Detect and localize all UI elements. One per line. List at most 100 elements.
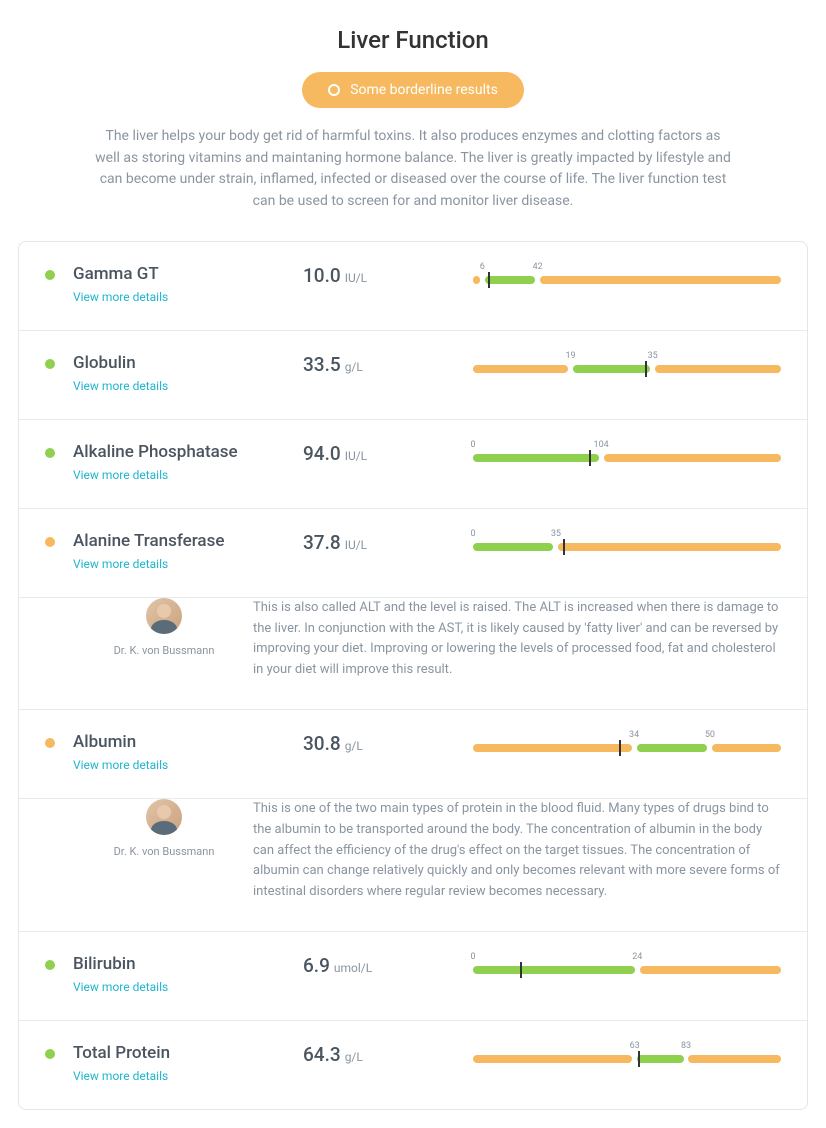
range-segment-high (540, 276, 781, 284)
name-column: Bilirubin View more details (73, 954, 303, 994)
range-segment-high (558, 543, 781, 551)
name-column: GlobulinView more details (73, 353, 303, 393)
range-tick-label: 6 (480, 262, 485, 272)
range-bar-column: 0 24 (473, 954, 781, 974)
range-segment-low (473, 365, 568, 373)
range-tick-label: 35 (648, 351, 658, 361)
range-segment-normal (473, 966, 635, 974)
range-bar-column: 1935 (473, 353, 781, 373)
range-bar-column: 6 42 (473, 264, 781, 284)
status-dot-icon (45, 448, 55, 458)
range-segment-high (688, 1055, 781, 1063)
note-text: This is one of the two main types of pro… (253, 799, 781, 903)
value-column: 10.0 IU/L (303, 264, 473, 287)
name-column: Alanine Transferase View more details (73, 531, 303, 571)
test-value: 33.5 (303, 353, 341, 376)
view-details-link[interactable]: View more details (73, 290, 303, 304)
status-label: Some borderline results (350, 82, 498, 98)
range-bar-column: 3450 (473, 732, 781, 752)
range-segment-normal (485, 276, 536, 284)
range-bar: 024 (473, 966, 781, 974)
test-unit: IU/L (345, 271, 367, 285)
value-column: 64.3 g/L (303, 1043, 473, 1066)
status-dot-icon (45, 270, 55, 280)
range-tick-label: 19 (565, 351, 575, 361)
range-bar: 1935 (473, 365, 781, 373)
range-tick-label: 34 (629, 730, 639, 740)
doctor-note: Dr. K. von Bussmann This is one of the tw… (19, 799, 807, 932)
test-name: Albumin (73, 732, 303, 752)
value-column: 94.0IU/L (303, 442, 473, 465)
results-panel: Gamma GTView more details10.0IU/L642Glob… (18, 241, 808, 1110)
range-tick-label: 83 (681, 1041, 691, 1051)
value-column: 33.5 g/L (303, 353, 473, 376)
range-segment-normal (473, 543, 553, 551)
page-title: Liver Function (18, 26, 808, 54)
view-details-link[interactable]: View more details (73, 557, 303, 571)
range-marker (645, 361, 647, 377)
range-bar: 3450 (473, 744, 781, 752)
test-value: 6.9 (303, 954, 330, 977)
test-unit: umol/L (334, 961, 372, 975)
range-tick-label: 104 (594, 440, 609, 450)
range-marker (619, 740, 621, 756)
value-column: 37.8IU/L (303, 531, 473, 554)
range-tick-label: 24 (632, 952, 642, 962)
avatar (146, 598, 182, 634)
test-value: 94.0 (303, 442, 341, 465)
range-segment-low (473, 276, 480, 284)
test-row: Bilirubin View more details6.9 umol/L 0 24 (19, 932, 807, 1021)
view-details-link[interactable]: View more details (73, 379, 303, 393)
test-name: Total Protein (73, 1043, 303, 1063)
test-value: 64.3 (303, 1043, 341, 1066)
test-row: Total ProteinView more details64.3g/L638… (19, 1021, 807, 1109)
doctor-name: Dr. K. von Bussmann (99, 644, 229, 657)
range-bar: 035 (473, 543, 781, 551)
range-bar-column: 0104 (473, 442, 781, 462)
doctor-note: Dr. K. von Bussmann This is also called A… (19, 598, 807, 710)
range-bar: 642 (473, 276, 781, 284)
name-column: Gamma GT View more details (73, 264, 303, 304)
status-dot-icon (45, 738, 55, 748)
range-segment-low (473, 744, 632, 752)
range-segment-high (655, 365, 781, 373)
range-segment-low (473, 1055, 632, 1063)
view-details-link[interactable]: View more details (73, 468, 303, 482)
range-segment-high (640, 966, 781, 974)
view-details-link[interactable]: View more details (73, 980, 303, 994)
status-dot-icon (45, 359, 55, 369)
test-unit: g/L (345, 1050, 363, 1064)
range-bar-column: 035 (473, 531, 781, 551)
description-text: The liver helps your body get rid of har… (93, 126, 733, 213)
test-unit: g/L (345, 739, 363, 753)
view-details-link[interactable]: View more details (73, 758, 303, 772)
test-unit: g/L (345, 360, 363, 374)
range-segment-high (712, 744, 781, 752)
doctor-name: Dr. K. von Bussmann (99, 845, 229, 858)
status-dot-icon (45, 960, 55, 970)
status-ring-icon (328, 84, 340, 96)
test-unit: IU/L (345, 538, 367, 552)
avatar (146, 799, 182, 835)
range-tick-label: 63 (630, 1041, 640, 1051)
test-value: 10.0 (303, 264, 341, 287)
test-row: AlbuminView more details30.8g/L3450 (19, 710, 807, 799)
status-badge: Some borderline results (302, 72, 524, 108)
test-row: Alanine Transferase View more details37.8… (19, 509, 807, 598)
doctor-column: Dr. K. von Bussmann (99, 799, 229, 903)
view-details-link[interactable]: View more details (73, 1069, 303, 1083)
name-column: Alkaline PhosphataseView more details (73, 442, 303, 482)
range-tick-label: 42 (533, 262, 543, 272)
test-name: Bilirubin (73, 954, 303, 974)
range-tick-label: 0 (470, 952, 475, 962)
test-name: Gamma GT (73, 264, 303, 284)
doctor-column: Dr. K. von Bussmann (99, 598, 229, 681)
range-marker (520, 962, 522, 978)
note-text: This is also called ALT and the level is… (253, 598, 781, 681)
range-marker (638, 1051, 640, 1067)
test-name: Alanine Transferase (73, 531, 303, 551)
range-segment-normal (573, 365, 650, 373)
name-column: Albumin View more details (73, 732, 303, 772)
range-marker (589, 450, 591, 466)
range-bar: 6383 (473, 1055, 781, 1063)
